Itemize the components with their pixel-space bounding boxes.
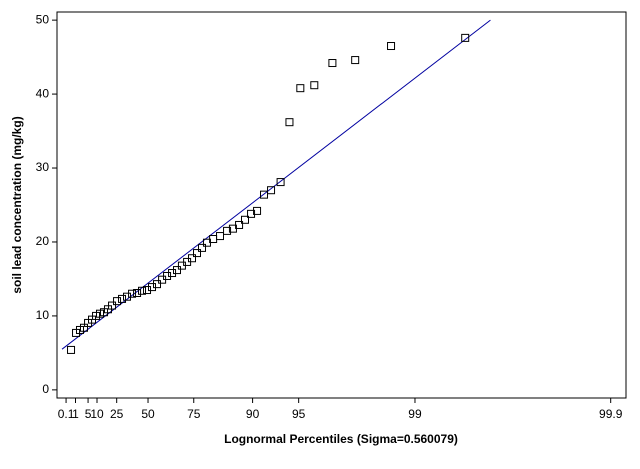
data-point <box>253 206 262 215</box>
data-point <box>143 286 152 295</box>
data-point <box>152 280 161 289</box>
data-point <box>123 292 132 301</box>
plot-frame <box>56 11 627 399</box>
y-tick-label: 40 <box>36 86 50 100</box>
data-point <box>198 243 207 252</box>
y-tick-label: 30 <box>36 160 50 174</box>
data-point <box>133 288 142 297</box>
data-point <box>163 271 172 280</box>
x-tick-label: 5 <box>85 407 92 421</box>
data-point <box>215 232 224 241</box>
data-point <box>75 325 84 334</box>
x-tick-label: 95 <box>292 407 306 421</box>
data-point <box>247 209 256 218</box>
data-point <box>188 254 197 263</box>
data-point <box>79 323 88 332</box>
data-point <box>96 309 105 318</box>
y-tick-label: 0 <box>42 382 49 396</box>
data-point <box>267 186 276 195</box>
x-tick-label: 90 <box>246 407 260 421</box>
x-tick-label: 10 <box>90 407 104 421</box>
data-point <box>235 220 244 229</box>
x-tick-label: 50 <box>141 407 155 421</box>
data-point <box>113 297 122 306</box>
x-tick-label: 1 <box>72 407 79 421</box>
data-point <box>296 84 305 93</box>
data-point <box>118 294 127 303</box>
data-point <box>193 249 202 258</box>
data-point <box>260 190 269 199</box>
data-point <box>173 266 182 275</box>
data-point <box>67 345 76 354</box>
data-point <box>223 226 232 235</box>
data-point <box>285 118 294 127</box>
data-point <box>310 81 319 90</box>
y-tick-label: 50 <box>36 12 50 26</box>
y-tick-label: 20 <box>36 234 50 248</box>
data-point <box>276 178 285 187</box>
x-tick-label: 0.1 <box>58 407 75 421</box>
data-point <box>241 215 250 224</box>
data-point <box>138 286 147 295</box>
data-point <box>168 269 177 278</box>
x-tick-label: 25 <box>110 407 124 421</box>
x-tick-label: 99.9 <box>599 407 623 421</box>
data-point <box>461 33 470 42</box>
data-point <box>328 59 337 68</box>
data-point <box>387 42 396 51</box>
data-point <box>128 289 137 298</box>
y-tick-label: 10 <box>36 308 50 322</box>
y-axis-title: soil lead concentration (mg/kg) <box>10 116 24 293</box>
x-axis-title: Lognormal Percentiles (Sigma=0.560079) <box>224 432 458 446</box>
x-tick-label: 99 <box>408 407 422 421</box>
data-point <box>108 301 117 310</box>
data-point <box>148 283 157 292</box>
data-point <box>351 56 360 65</box>
x-tick-label: 75 <box>187 407 201 421</box>
